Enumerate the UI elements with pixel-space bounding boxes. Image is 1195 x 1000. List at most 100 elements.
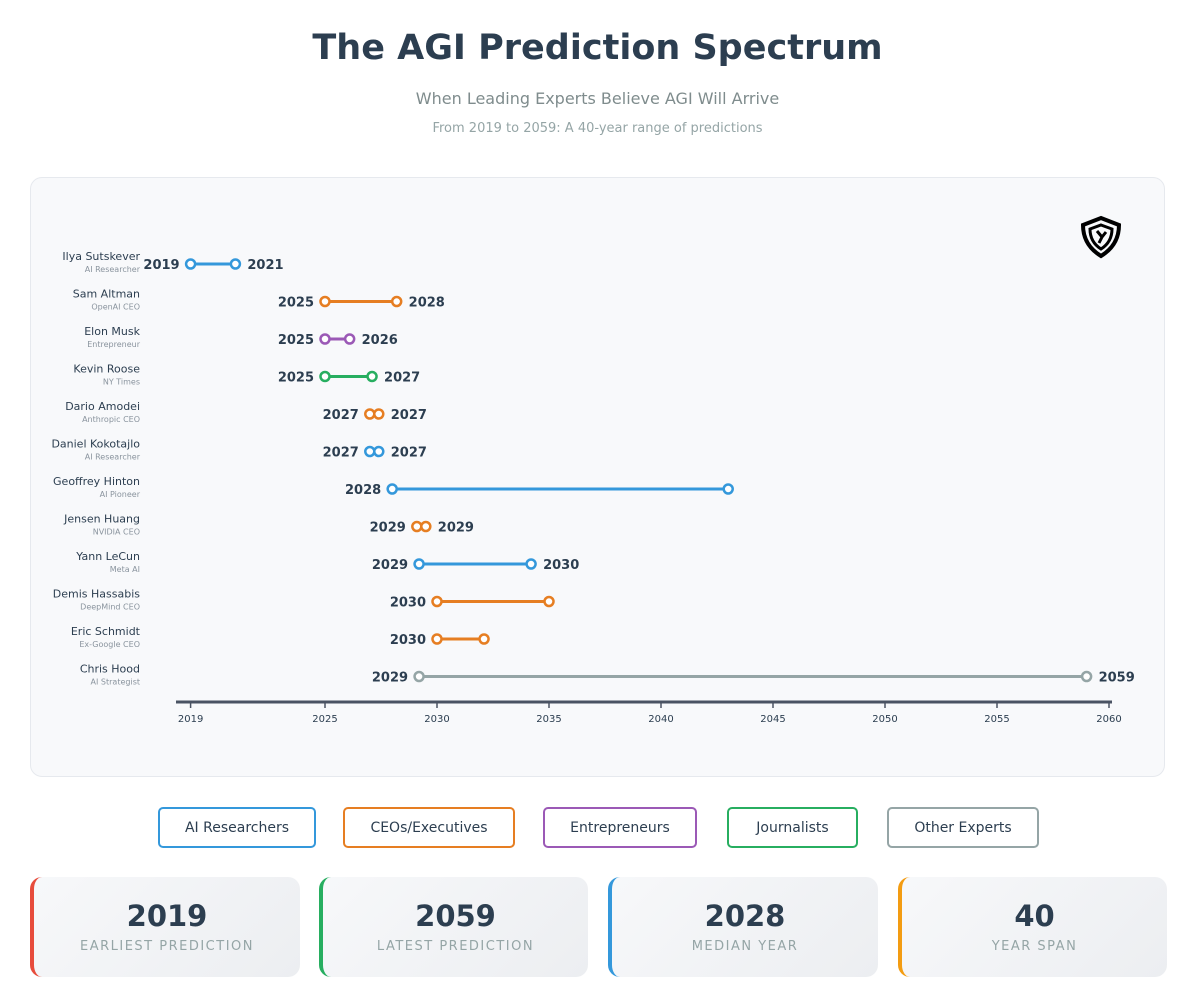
expert-role: OpenAI CEO xyxy=(91,303,140,312)
prediction-start-point xyxy=(386,483,398,495)
prediction-end-point xyxy=(229,258,242,270)
prediction-chart: 2019 2025 2030 2035 2040 2045 2050 2055 2060 Ilya… xyxy=(51,250,1135,725)
end-year-label: 2027 xyxy=(384,371,420,386)
start-year-label: 2025 xyxy=(278,296,314,311)
page-subtitle: When Leading Experts Believe AGI Will Ar… xyxy=(415,89,780,108)
x-tick-label: 2055 xyxy=(984,714,1009,725)
end-year-label: 2030 xyxy=(543,558,579,573)
expert-name: Demis Hassabis xyxy=(53,588,140,601)
expert-name: Daniel Kokotajlo xyxy=(51,438,140,451)
stat-label: YEAR SPAN xyxy=(991,939,1078,954)
legend-button-ceo[interactable]: CEOs/Executives xyxy=(343,807,515,848)
stat-card: 2019 EARLIEST PREDICTION xyxy=(30,877,300,977)
stat-card: 2028 MEDIAN YEAR xyxy=(608,877,878,977)
prediction-end-point xyxy=(722,483,734,495)
prediction-end-point xyxy=(366,370,378,383)
chart-card: 2019 2025 2030 2035 2040 2045 2050 2055 2060 Ilya… xyxy=(30,177,1165,777)
expert-role: Ex-Google CEO xyxy=(79,640,140,649)
legend-button-other[interactable]: Other Experts xyxy=(887,807,1039,848)
legend-label: Entrepreneurs xyxy=(570,819,670,836)
legend-button-researcher[interactable]: AI Researchers xyxy=(158,807,316,848)
start-year-label: 2027 xyxy=(323,446,359,461)
stat-label: EARLIEST PREDICTION xyxy=(80,939,254,954)
expert-role: NY Times xyxy=(103,378,140,387)
prediction-end-point xyxy=(478,633,490,645)
start-year-label: 2030 xyxy=(390,596,426,611)
prediction-end-point xyxy=(1080,670,1093,683)
prediction-end-point xyxy=(525,558,537,570)
prediction-end-point xyxy=(543,595,555,608)
expert-role: AI Researcher xyxy=(85,453,141,462)
end-year-label: 2059 xyxy=(1099,671,1135,686)
prediction-end-point xyxy=(373,445,385,458)
prediction-start-point xyxy=(411,520,423,533)
prediction-start-point xyxy=(413,670,425,683)
expert-name: Sam Altman xyxy=(73,288,140,301)
start-year-label: 2030 xyxy=(390,633,426,648)
page-title: The AGI Prediction Spectrum xyxy=(312,28,883,68)
legend-label: Other Experts xyxy=(914,819,1012,836)
x-tick-label: 2060 xyxy=(1096,714,1121,725)
range-note: From 2019 to 2059: A 40-year range of pr… xyxy=(432,121,763,136)
stat-label: LATEST PREDICTION xyxy=(376,939,535,954)
start-year-label: 2028 xyxy=(345,483,381,498)
expert-role: Anthropic CEO xyxy=(82,415,140,424)
stat-value: 2059 xyxy=(415,899,496,933)
legend-button-journalist[interactable]: Journalists xyxy=(727,807,858,848)
stat-value: 2019 xyxy=(126,899,208,933)
prediction-start-point xyxy=(431,595,443,608)
end-year-label: 2027 xyxy=(391,408,427,423)
start-year-label: 2019 xyxy=(143,258,179,273)
start-year-label: 2027 xyxy=(323,408,359,423)
stat-value: 2028 xyxy=(704,899,786,933)
expert-name: Kevin Roose xyxy=(73,363,140,376)
end-year-label: 2021 xyxy=(247,258,283,273)
prediction-start-point xyxy=(431,633,443,645)
end-year-label: 2028 xyxy=(409,296,445,311)
expert-role: Meta AI xyxy=(110,565,140,574)
legend-button-entrepreneur[interactable]: Entrepreneurs xyxy=(543,807,697,848)
expert-name: Jensen Huang xyxy=(63,513,140,526)
prediction-start-point xyxy=(184,258,197,270)
prediction-start-point xyxy=(319,295,331,308)
shield-logo-icon xyxy=(1080,215,1122,259)
stat-value: 40 xyxy=(1014,899,1055,933)
prediction-end-point xyxy=(420,520,432,533)
x-tick-label: 2040 xyxy=(648,714,673,725)
start-year-label: 2025 xyxy=(278,371,314,386)
start-year-label: 2025 xyxy=(278,333,314,348)
prediction-end-point xyxy=(373,408,385,420)
x-tick-label: 2045 xyxy=(760,714,785,725)
expert-name: Geoffrey Hinton xyxy=(53,475,140,488)
expert-role: AI Researcher xyxy=(85,265,141,274)
stat-card: 40 YEAR SPAN xyxy=(898,877,1167,977)
start-year-label: 2029 xyxy=(372,671,408,686)
expert-role: AI Pioneer xyxy=(100,490,141,499)
prediction-start-point xyxy=(364,408,376,420)
expert-role: AI Strategist xyxy=(91,678,140,687)
expert-role: NVIDIA CEO xyxy=(93,528,140,537)
expert-name: Chris Hood xyxy=(80,663,140,676)
stat-card: 2059 LATEST PREDICTION xyxy=(319,877,588,977)
legend-label: AI Researchers xyxy=(184,819,290,836)
end-year-label: 2026 xyxy=(362,333,398,348)
legend-label: Journalists xyxy=(756,819,829,836)
prediction-start-point xyxy=(319,370,331,383)
x-tick-label: 2019 xyxy=(178,714,203,725)
expert-role: Entrepreneur xyxy=(87,340,140,349)
expert-role: DeepMind CEO xyxy=(80,603,140,612)
prediction-start-point xyxy=(364,445,376,458)
expert-name: Eric Schmidt xyxy=(71,625,141,638)
x-tick-label: 2035 xyxy=(536,714,561,725)
prediction-start-point xyxy=(319,333,331,345)
prediction-end-point xyxy=(390,295,403,308)
start-year-label: 2029 xyxy=(372,558,408,573)
x-tick-label: 2025 xyxy=(312,714,337,725)
end-year-label: 2027 xyxy=(391,446,427,461)
prediction-start-point xyxy=(413,558,425,570)
x-tick-label: 2050 xyxy=(872,714,897,725)
end-year-label: 2029 xyxy=(438,521,474,536)
prediction-end-point xyxy=(343,333,356,345)
stat-label: MEDIAN YEAR xyxy=(691,939,799,954)
expert-name: Yann LeCun xyxy=(75,550,140,563)
